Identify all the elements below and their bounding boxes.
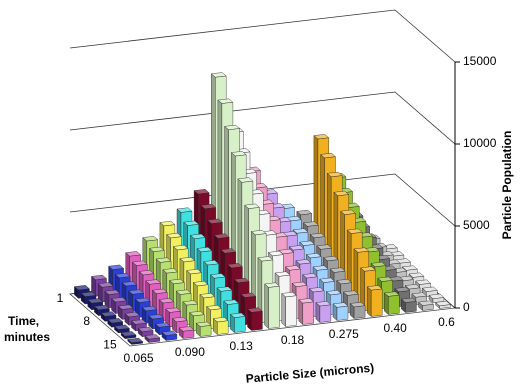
bar: [315, 301, 332, 323]
bar: [161, 330, 178, 341]
bar: [229, 312, 246, 333]
z-tick-label: 15: [103, 337, 117, 351]
bar: [113, 324, 130, 334]
y-tick-label: 0: [463, 300, 470, 314]
bar-front: [371, 288, 383, 317]
bar-front: [131, 341, 143, 345]
bar: [332, 302, 349, 321]
bar: [418, 300, 434, 311]
bar-front: [199, 325, 212, 337]
grid-line: [69, 173, 456, 227]
x-tick-label: 0.275: [329, 327, 359, 341]
bar-front: [217, 320, 229, 335]
x-tick-label: 0.090: [175, 345, 205, 359]
bar-side: [384, 292, 389, 315]
bar-front: [148, 337, 161, 343]
bar-side: [367, 286, 372, 317]
bar: [178, 326, 195, 339]
bar: [144, 334, 161, 343]
bar: [120, 331, 137, 340]
y-axis-label: Particle Population: [500, 131, 514, 240]
bar: [383, 291, 400, 315]
bar-front: [124, 334, 137, 339]
bar-front: [336, 305, 349, 321]
bar-front: [439, 304, 451, 309]
bar-front: [319, 304, 332, 323]
bar: [195, 321, 212, 337]
z-axis-label: minutes: [4, 330, 50, 344]
bar: [127, 337, 144, 345]
x-tick-label: 0.6: [438, 315, 455, 329]
bar: [281, 291, 298, 327]
bar-side: [298, 299, 303, 325]
bar: [400, 297, 417, 313]
x-tick-label: 0.13: [230, 339, 254, 353]
bar: [212, 317, 229, 335]
bar-side: [230, 313, 235, 333]
x-tick-label: 0.40: [383, 321, 407, 335]
bar: [247, 307, 263, 331]
bar-front: [268, 285, 280, 329]
bar-front: [118, 328, 130, 334]
y-tick-label: 5000: [463, 218, 490, 232]
z-tick-label: 1: [57, 291, 64, 305]
bar-side: [281, 293, 286, 327]
bar: [428, 293, 445, 304]
bar-front: [353, 305, 366, 319]
bar: [298, 298, 315, 325]
bar: [264, 282, 280, 329]
bar: [349, 302, 366, 319]
bar-front: [251, 310, 263, 331]
z-axis-label: Time,: [8, 314, 39, 328]
bar-side: [315, 302, 321, 323]
bar-front: [422, 304, 434, 311]
bar-front: [234, 316, 246, 333]
bar: [435, 300, 452, 309]
bar-side: [247, 308, 252, 331]
z-tick-label: 8: [83, 314, 90, 328]
y-tick-label: 15000: [463, 54, 497, 68]
bar-front: [182, 329, 195, 339]
x-axis-label: Particle Size (microns): [245, 361, 374, 386]
bar: [137, 326, 154, 338]
grid-line: [69, 9, 456, 63]
x-tick-label: 0.065: [124, 351, 154, 365]
bar-front: [405, 301, 417, 313]
bar-front: [302, 301, 314, 325]
bar-side: [264, 283, 269, 329]
bar: [366, 285, 383, 317]
bar-front: [388, 294, 400, 315]
grid-line: [69, 91, 456, 145]
bar-front: [165, 334, 178, 341]
y-tick-label: 10000: [463, 136, 497, 150]
bar-front: [285, 295, 297, 327]
x-tick-label: 0.18: [281, 333, 305, 347]
